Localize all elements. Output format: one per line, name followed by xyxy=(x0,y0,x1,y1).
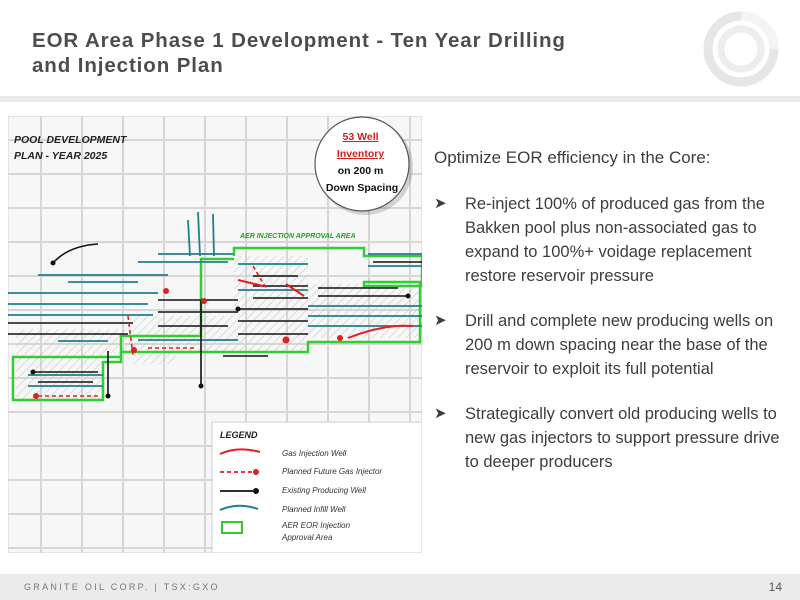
gas-injection-wells xyxy=(237,279,414,339)
content-lead: Optimize EOR efficiency in the Core: xyxy=(434,148,711,167)
company-logo xyxy=(703,11,779,87)
legend-title: LEGEND xyxy=(220,430,258,440)
bullet-text: Strategically convert old producing well… xyxy=(465,405,780,471)
bullet-item: ➤ Strategically convert old producing we… xyxy=(434,402,784,474)
arrow-bullet-icon: ➤ xyxy=(434,312,447,329)
callout-inventory: Inventory xyxy=(337,148,384,160)
svg-text:POOL DEVELOPMENT PLAN - YE: POOL DEVELOPMENT PLAN - YEAR 2025 xyxy=(14,134,129,162)
content-panel: Optimize EOR efficiency in the Core: ➤ R… xyxy=(434,148,784,495)
map-legend: LEGEND Gas Injection Well Planned Future… xyxy=(211,421,422,553)
aer-approval-boundary xyxy=(11,246,422,402)
legend-planned-injector: Planned Future Gas Injector xyxy=(282,467,382,476)
footer-company: GRANITE OIL CORP. | TSX:GXO xyxy=(24,582,220,592)
legend-gas-injection: Gas Injection Well xyxy=(282,449,347,458)
arrow-bullet-icon: ➤ xyxy=(434,195,447,212)
planned-infill-wells xyxy=(8,211,422,387)
svg-text:53 Well Inventory: 53 Well Inventory on 200 m Down Spacing xyxy=(326,131,398,194)
header-divider xyxy=(0,96,800,102)
plan-label-line2: PLAN - YEAR 2025 xyxy=(14,150,107,162)
development-plan-map: POOL DEVELOPMENT PLAN - YEAR 2025 53 Wel… xyxy=(8,116,422,553)
slide-title: EOR Area Phase 1 Development - Ten Year … xyxy=(32,29,566,77)
legend-aer-area-2: Approval Area xyxy=(281,533,333,542)
bullet-item: ➤ Re-inject 100% of produced gas from th… xyxy=(434,192,784,288)
svg-text:Gas Injection Well Plann: Gas Injection Well Planned Future Gas In… xyxy=(281,449,384,542)
pool-hatch-area xyxy=(16,256,422,402)
legend-aer-area: AER EOR Injection xyxy=(281,521,351,530)
plan-label-line1: POOL DEVELOPMENT xyxy=(14,134,128,146)
callout-spacing: on 200 m xyxy=(338,165,384,177)
callout-count: 53 Well xyxy=(343,131,379,143)
aer-approval-label: AER INJECTION APPROVAL AREA xyxy=(239,233,356,240)
arrow-bullet-icon: ➤ xyxy=(434,405,447,422)
bullet-text: Drill and complete new producing wells o… xyxy=(465,312,774,378)
planned-future-gas-injectors xyxy=(38,265,267,397)
bullet-item: ➤ Drill and complete new producing wells… xyxy=(434,309,784,381)
legend-infill: Planned Infill Well xyxy=(282,505,346,514)
page-number: 14 xyxy=(768,580,782,594)
bullet-text: Re-inject 100% of produced gas from the … xyxy=(465,195,765,285)
callout-down-spacing: Down Spacing xyxy=(326,182,398,194)
well-inventory-callout: 53 Well Inventory on 200 m Down Spacing xyxy=(314,116,413,215)
footer-bar: GRANITE OIL CORP. | TSX:GXO 14 xyxy=(0,574,800,600)
legend-existing-producer: Existing Producing Well xyxy=(282,486,366,495)
